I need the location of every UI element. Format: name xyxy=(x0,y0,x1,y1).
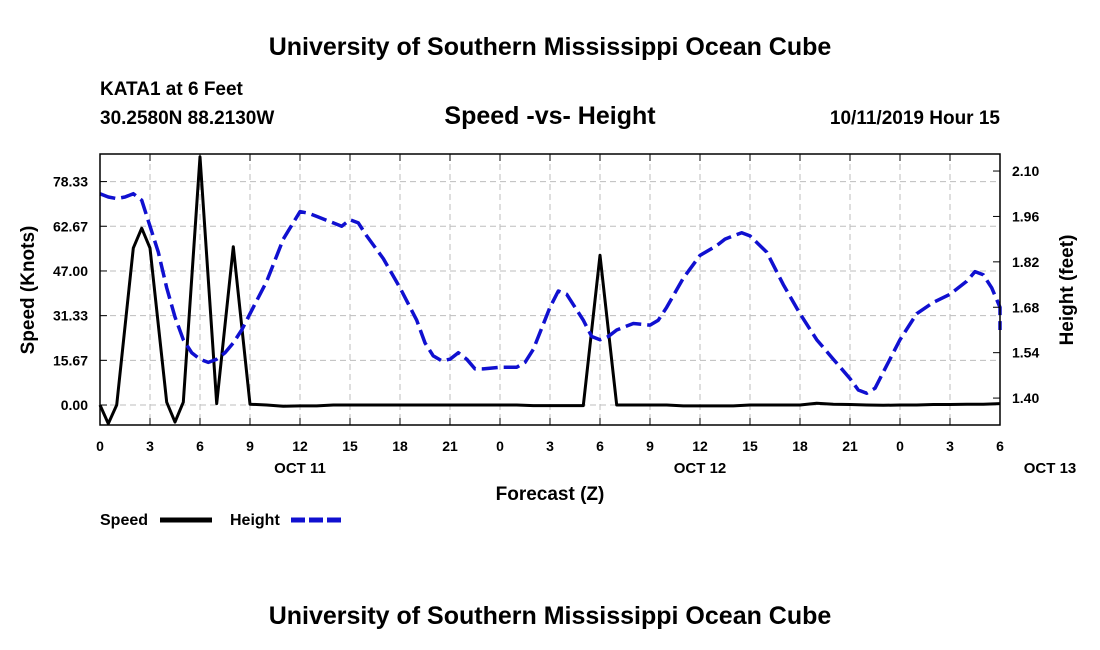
height-line xyxy=(99,191,1002,395)
speed-line xyxy=(98,155,1001,426)
y-left-tick-label: 15.67 xyxy=(53,352,88,368)
x-day-label: OCT 11 xyxy=(274,460,326,477)
x-tick-label: 0 xyxy=(496,438,504,454)
legend-height-label: Height xyxy=(230,512,280,529)
x-tick-label: 12 xyxy=(692,438,708,454)
x-tick-label: 3 xyxy=(946,438,954,454)
x-tick-label: 9 xyxy=(646,438,654,454)
x-day-label: OCT 13 xyxy=(1024,460,1077,477)
y-left-tick-label: 47.00 xyxy=(53,263,88,279)
x-axis-label: Forecast (Z) xyxy=(496,484,605,505)
legend-speed-label: Speed xyxy=(100,512,148,529)
x-tick-label: 6 xyxy=(196,438,204,454)
x-tick-label: 18 xyxy=(792,438,808,454)
page-title: University of Southern Mississippi Ocean… xyxy=(269,33,832,61)
y-left-tick-label: 62.67 xyxy=(53,218,88,234)
x-day-label: OCT 12 xyxy=(674,460,727,477)
forecast-datetime: 10/11/2019 Hour 15 xyxy=(830,108,1000,129)
y-left-tick-label: 78.33 xyxy=(53,174,88,190)
station-coords: 30.2580N 88.2130W xyxy=(100,108,274,129)
y-right-tick-label: 1.82 xyxy=(1012,254,1039,270)
y-right-tick-label: 1.68 xyxy=(1012,299,1039,315)
y-left-tick-label: 0.00 xyxy=(61,397,88,413)
y-right-tick-label: 2.10 xyxy=(1012,163,1039,179)
y-right-tick-label: 1.96 xyxy=(1012,208,1039,224)
x-tick-label: 12 xyxy=(292,438,308,454)
series-layer xyxy=(98,155,1002,426)
x-tick-label: 9 xyxy=(246,438,254,454)
x-tick-label: 21 xyxy=(442,438,458,454)
y-axis-right-label: Height (feet) xyxy=(1057,235,1078,346)
x-tick-label: 18 xyxy=(392,438,408,454)
y-right-tick-label: 1.54 xyxy=(1012,345,1039,361)
x-tick-label: 21 xyxy=(842,438,858,454)
x-tick-label: 3 xyxy=(146,438,154,454)
x-tick-label: 15 xyxy=(342,438,358,454)
grid-lines xyxy=(100,154,1000,425)
x-tick-label: 6 xyxy=(596,438,604,454)
chart-title: Speed -vs- Height xyxy=(444,102,656,130)
y-left-tick-label: 31.33 xyxy=(53,308,88,324)
x-tick-label: 0 xyxy=(896,438,904,454)
footer-title: University of Southern Mississippi Ocean… xyxy=(269,602,832,630)
legend: Speed Height xyxy=(100,512,343,529)
x-tick-label: 6 xyxy=(996,438,1004,454)
x-tick-label: 15 xyxy=(742,438,758,454)
y-axis-left-label: Speed (Knots) xyxy=(18,226,39,355)
x-tick-label: 0 xyxy=(96,438,104,454)
x-tick-label: 3 xyxy=(546,438,554,454)
y-right-tick-label: 1.40 xyxy=(1012,390,1039,406)
axis-ticks: 0 3 6 9 12 15 18 21 0 3 6 9 12 15 18 21 0 3 6 OCT 11 OCT 12 O… xyxy=(53,154,1076,477)
station-label: KATA1 at 6 Feet xyxy=(100,79,244,100)
